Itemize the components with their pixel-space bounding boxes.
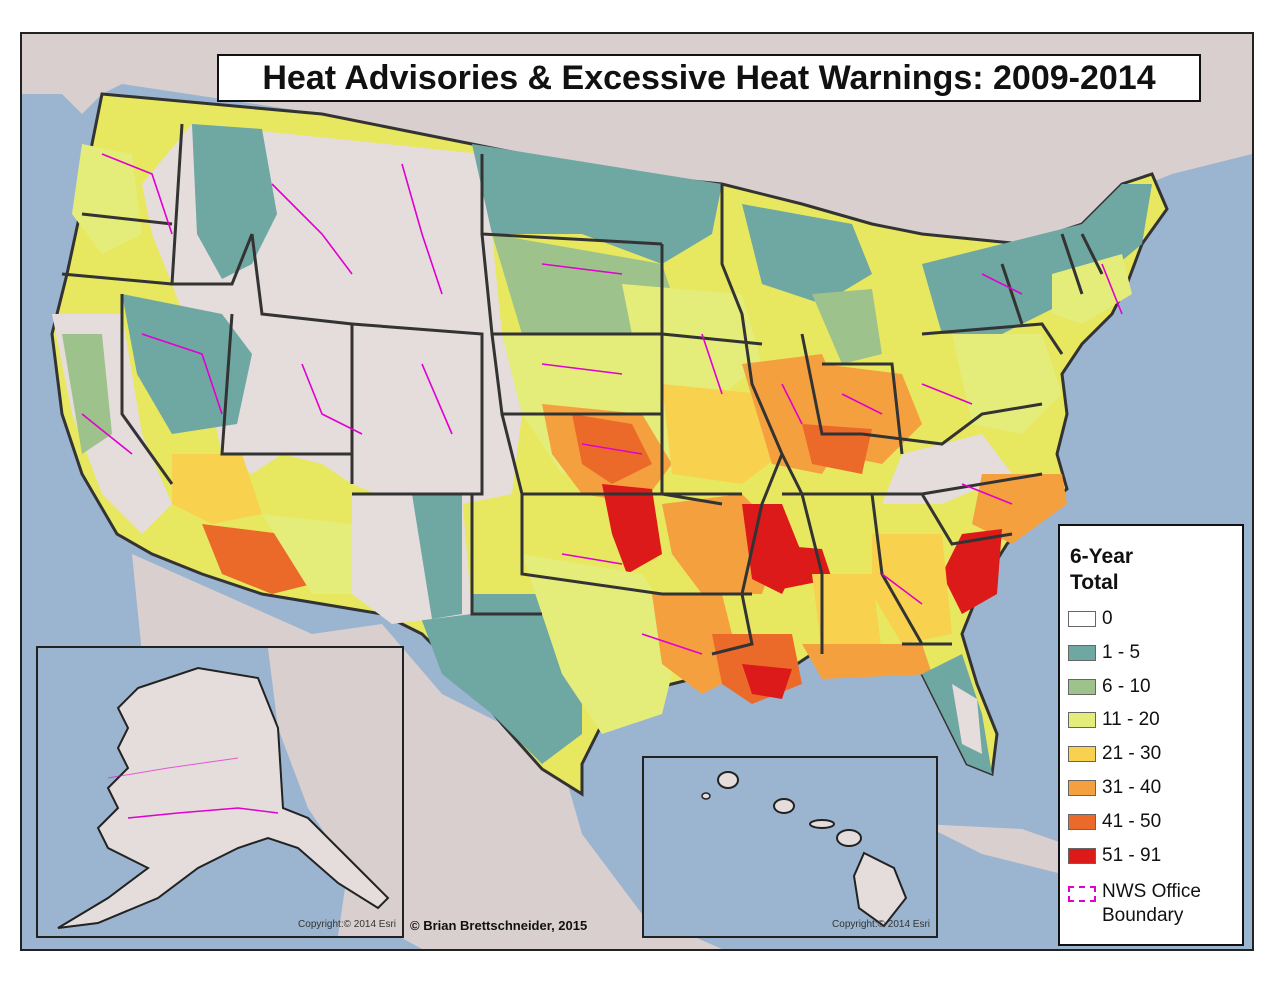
nws-office-boundaries [81,153,1123,655]
legend-swatch [1068,746,1096,762]
legend-label: 51 - 91 [1102,845,1162,866]
nm-teal [412,494,462,619]
pacific-nw-yellow [72,144,142,254]
oahu [773,798,795,814]
carolina-orange [972,474,1067,544]
alabama-yellow [812,574,882,654]
legend-swatch [1068,848,1096,864]
legend-swatch [1068,679,1096,695]
legend-label: 21 - 30 [1102,743,1162,764]
big-island [852,851,908,928]
legend-item-7: 51 - 91 [1068,845,1161,867]
legend-item-5: 31 - 40 [1068,777,1161,799]
state-borders [61,123,1104,656]
legend-item-4: 21 - 30 [1068,743,1161,765]
maui [836,829,862,847]
legend-item-nws-boundary: NWS Office Boundary [1068,880,1222,928]
legend-swatch [1068,780,1096,796]
niihau [701,792,711,800]
legend-label: 0 [1102,608,1113,629]
legend-item-0: 0 [1068,608,1113,630]
nws-boundary-label-line1: NWS Office [1102,881,1201,902]
michigan-green [812,289,882,364]
legend-title: 6-Year Total [1070,544,1230,596]
gulf-coast-orange [802,644,932,679]
map-title: Heat Advisories & Excessive Heat Warning… [262,58,1156,97]
louisiana-red [742,664,792,699]
alaska-land [57,666,390,929]
nevada-teal [122,294,252,434]
legend-label: 41 - 50 [1102,811,1162,832]
legend-label: 1 - 5 [1102,642,1141,663]
northeast-teal [922,184,1152,334]
legend-label: 6 - 10 [1102,676,1151,697]
hawaii-inset: Copyright:© 2014 Esri [642,756,938,938]
dakotas-teal [472,144,722,264]
california-green [62,334,112,454]
florida-zero [952,684,982,754]
alaska-nws-boundary [127,807,279,819]
great-lakes-teal [742,204,872,304]
sc-red [942,529,1002,614]
legend-item-1: 1 - 5 [1068,642,1140,664]
arizona-yellow [172,454,262,524]
north-rockies-teal [192,124,277,279]
georgia-yellow [872,534,952,644]
missouri-orange [662,384,782,484]
alaska-map [57,648,402,936]
alaska-copyright: Copyright:© 2014 Esri [298,919,396,930]
alaska-nws-boundary-2 [107,757,239,779]
legend-swatch [1068,645,1096,661]
legend-item-2: 6 - 10 [1068,676,1151,698]
molokai [809,819,835,829]
texas-yellow [522,554,682,734]
new-england-yellow [1052,254,1132,324]
hawaii-map [701,771,908,928]
legend-item-3: 11 - 20 [1068,709,1160,731]
title-box: Heat Advisories & Excessive Heat Warning… [217,54,1201,102]
map-frame: Heat Advisories & Excessive Heat Warning… [20,32,1254,951]
arizona-green [262,514,352,594]
legend-swatch [1068,611,1096,627]
mid-atlantic-yellow [952,334,1062,434]
legend-item-6: 41 - 50 [1068,811,1161,833]
texas-green [412,594,582,764]
canada-yukon-land [268,648,402,936]
legend-label: 11 - 20 [1102,709,1160,730]
legend-swatch [1068,814,1096,830]
legend-title-line2: Total [1070,571,1119,594]
kentucky-darkorange [802,424,872,474]
ok-red [602,484,662,574]
nws-boundary-label: NWS Office Boundary [1102,880,1222,928]
legend-label: 31 - 40 [1102,777,1162,798]
legend-swatch [1068,712,1096,728]
nws-boundary-swatch [1068,886,1096,902]
nws-boundary-label-line2: Boundary [1102,905,1184,926]
hawaii-copyright: Copyright:© 2014 Esri [832,919,930,930]
kauai [717,771,739,789]
alaska-inset: Copyright:© 2014 Esri [36,646,404,938]
iowa-yellow [622,284,762,394]
legend: 6-Year Total 0 1 - 5 6 - 10 11 - 20 21 -… [1058,524,1244,946]
author-credit: © Brian Brettschneider, 2015 [410,918,588,933]
legend-title-line1: 6-Year [1070,545,1134,568]
